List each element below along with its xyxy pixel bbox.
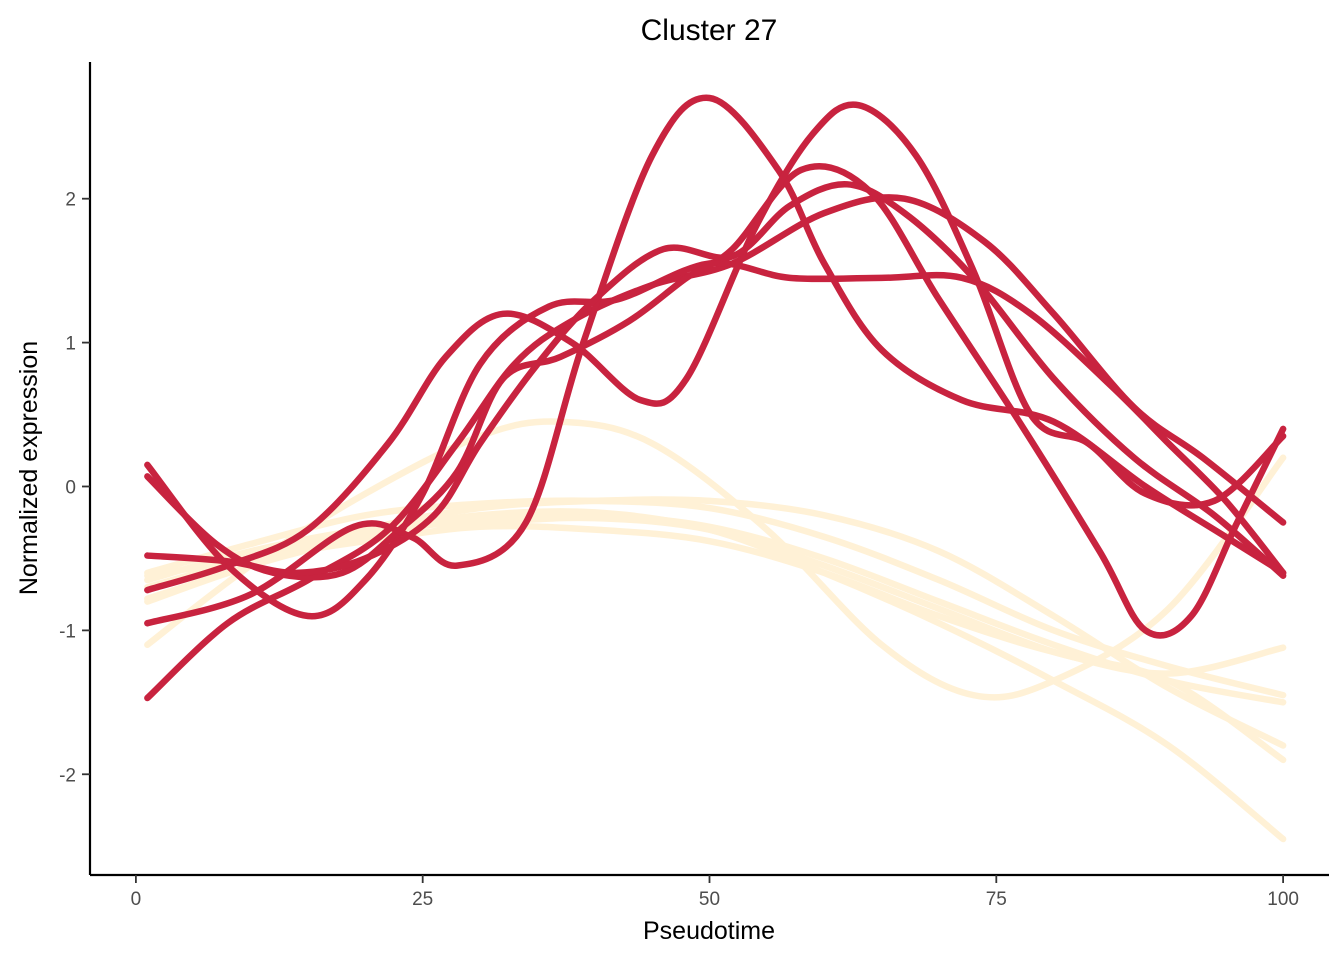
- highlight-series-line-2: [144, 259, 1287, 620]
- background-series-line-1: [144, 497, 1287, 699]
- highlight-series-line-4: [144, 94, 1287, 627]
- x-tick-label: 25: [412, 889, 433, 910]
- background-series-line-4: [144, 508, 1287, 843]
- y-tick-label: -1: [59, 621, 76, 642]
- x-tick-label: 50: [699, 889, 720, 910]
- y-tick-label: -2: [59, 765, 76, 786]
- x-tick-label: 0: [131, 889, 142, 910]
- y-axis-ticks: -2 -1 0 1 2: [59, 190, 90, 786]
- y-tick-label: 1: [65, 334, 76, 355]
- plot-area: [144, 94, 1287, 843]
- background-series-line-5: [144, 418, 1287, 701]
- x-tick-label: 100: [1267, 889, 1299, 910]
- x-tick-label: 75: [986, 889, 1007, 910]
- highlight-series-group: [144, 94, 1287, 702]
- y-tick-label: 2: [65, 190, 76, 211]
- background-series-line-6: [144, 514, 1287, 764]
- y-axis-title: Normalized expression: [15, 341, 43, 595]
- x-axis-title: Pseudotime: [643, 917, 775, 945]
- highlight-series-line-6: [144, 181, 1287, 579]
- highlight-series-line-1: [144, 194, 1287, 702]
- highlight-series-line-3: [144, 163, 1287, 639]
- y-tick-label: 0: [65, 477, 76, 498]
- background-series-group: [144, 418, 1287, 843]
- highlight-series-line-5: [144, 101, 1287, 594]
- x-axis-ticks: 0 25 50 75 100: [131, 875, 1299, 910]
- background-series-line-7: [144, 522, 1287, 677]
- chart-title: Cluster 27: [641, 14, 778, 47]
